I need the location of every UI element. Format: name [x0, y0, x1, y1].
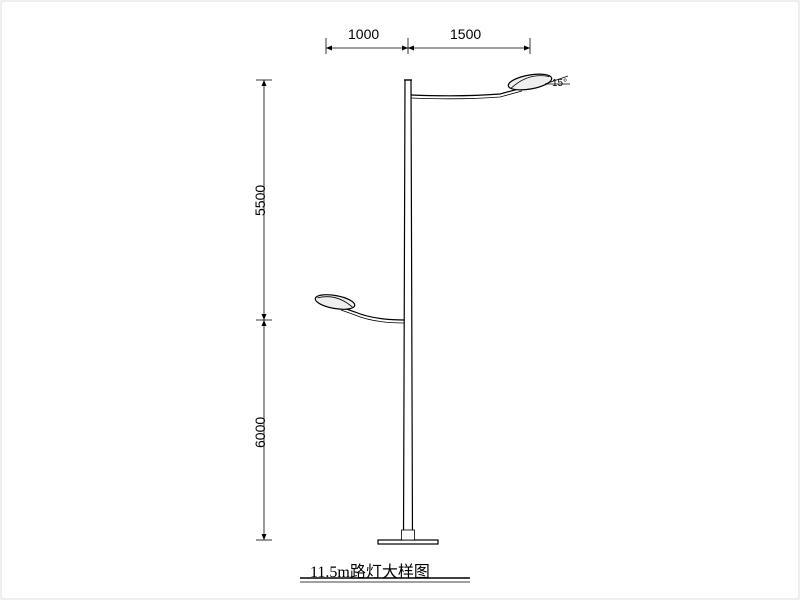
dim-side-lower: 6000	[252, 417, 268, 448]
streetlight-drawing	[0, 0, 800, 600]
dim-side-upper: 5500	[252, 185, 268, 216]
dim-top-left: 1000	[348, 26, 379, 42]
dim-top-right: 1500	[450, 26, 481, 42]
angle-label: 15°	[552, 78, 567, 89]
drawing-title: 11.5m路灯大样图	[310, 558, 430, 582]
